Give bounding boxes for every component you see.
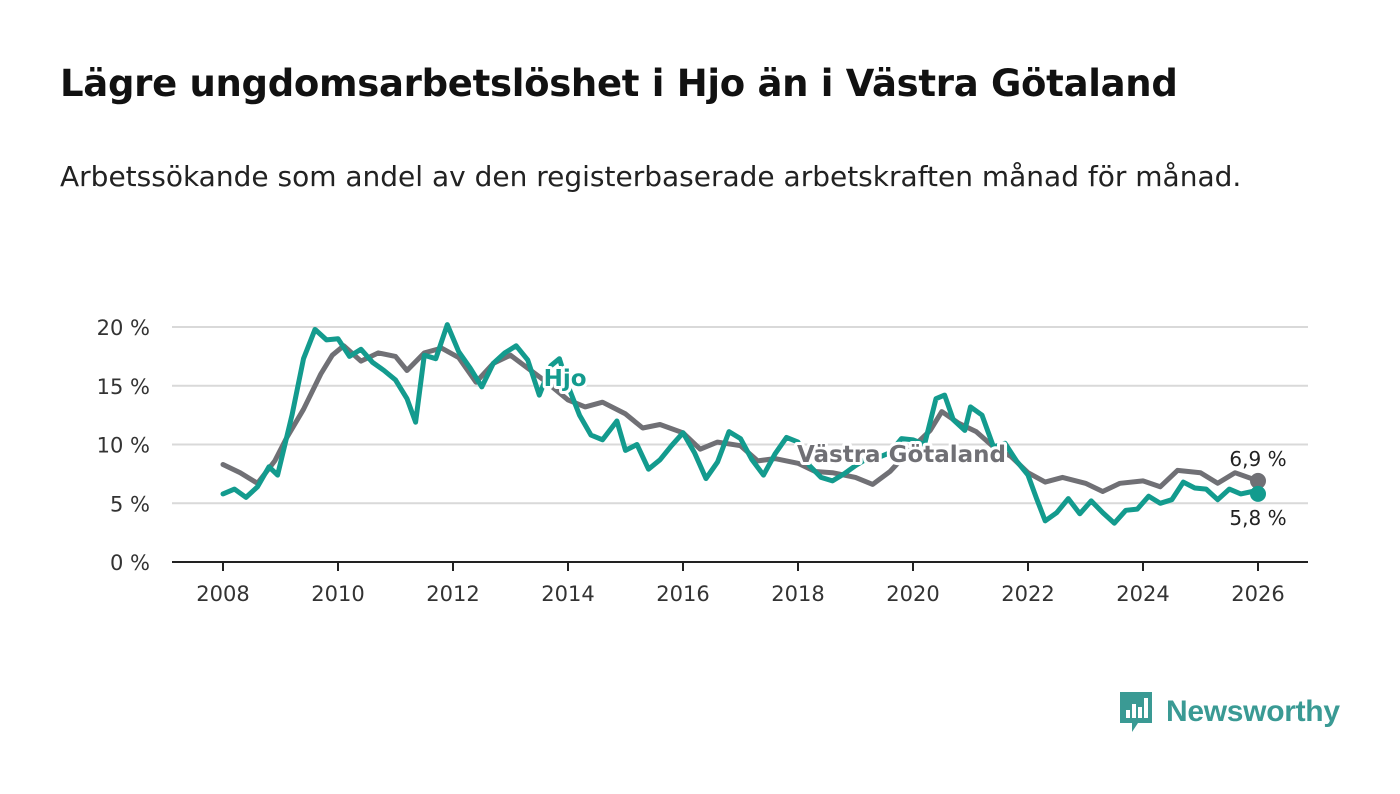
series-labels: Hjo Västra Götaland 6,9 % 5,8 % [541, 363, 1289, 533]
chart-title: Lägre ungdomsarbetslöshet i Hjo än i Väs… [60, 62, 1178, 105]
x-tick-label: 2008 [196, 582, 249, 606]
series-line-vastra-gotaland [220, 343, 1261, 494]
x-tick-label: 2012 [426, 582, 479, 606]
series-label-hjo: Hjo [544, 366, 587, 392]
x-tick-label: 2016 [656, 582, 709, 606]
x-tick-label: 2010 [311, 582, 364, 606]
y-tick-label: 20 % [97, 316, 150, 340]
series-end-point [1250, 485, 1266, 502]
chart-subtitle: Arbetssökande som andel av den registerb… [60, 160, 1242, 193]
x-tick-label: 2020 [886, 582, 939, 606]
x-tick-label: 2022 [1001, 582, 1054, 606]
end-value-label: 5,8 % [1229, 506, 1286, 530]
axes: 0 % 5 % 10 % 15 % 20 % 2008 2010 2012 2014 2016 20… [97, 316, 1308, 606]
end-value-label: 6,9 % [1229, 447, 1286, 471]
series-line-hjo [220, 322, 1261, 526]
brand-name: Newsworthy [1166, 695, 1340, 728]
grid-lines [172, 326, 1308, 505]
x-tick-label: 2018 [771, 582, 824, 606]
x-tick-label: 2014 [541, 582, 594, 606]
y-tick-label: 15 % [97, 375, 150, 399]
series-end-point [1250, 472, 1266, 489]
series-lines [220, 322, 1266, 526]
brand-logo: Newsworthy [1118, 690, 1340, 734]
newsworthy-logo-icon [1120, 692, 1152, 732]
x-tick-label: 2024 [1116, 582, 1169, 606]
series-label-vastra-gotaland: Västra Götaland [797, 442, 1006, 468]
x-tick-label: 2026 [1231, 582, 1284, 606]
y-tick-label: 0 % [110, 551, 150, 575]
y-tick-label: 10 % [97, 434, 150, 458]
y-tick-label: 5 % [110, 492, 150, 516]
